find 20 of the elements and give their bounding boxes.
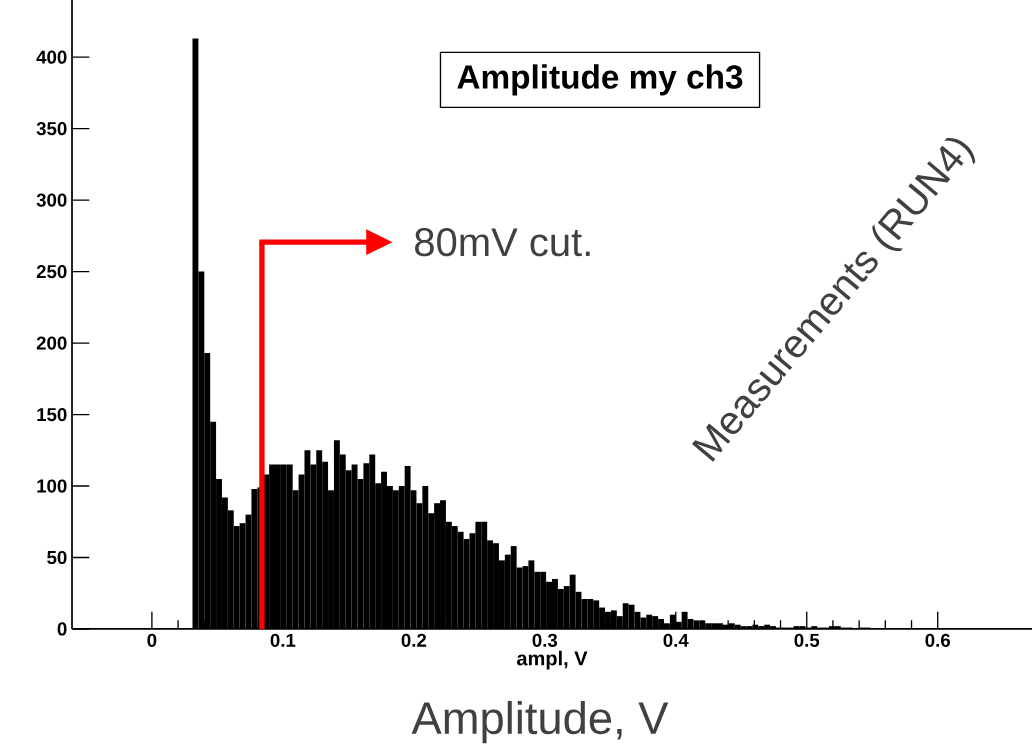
y-tick-label: 50: [47, 550, 67, 565]
y-tick-label: 100: [37, 479, 67, 493]
text: Amplitude my ch3: [457, 64, 743, 96]
y-tick-label: 350: [36, 122, 67, 136]
y-tick-label: 300: [36, 193, 67, 207]
x-tick-label: 0.3: [532, 633, 558, 647]
y-tick-label: 150: [37, 407, 67, 422]
ref-line-label: 80mV cut.: [415, 227, 590, 257]
y-tick-label: 250: [36, 264, 67, 279]
y-tick-label: 0: [57, 622, 67, 636]
x-tick-label: 0.2: [401, 633, 427, 647]
x-tick-label: 0.5: [794, 633, 820, 647]
y-tick-label: 400: [36, 50, 67, 64]
x-tick-label: 0.6: [925, 633, 951, 647]
x-tick-label: 0: [147, 633, 157, 647]
text: Amplitude, V: [411, 700, 669, 744]
x-tick-label: 0.4: [663, 633, 689, 647]
x-axis-title: ampl, V: [517, 650, 588, 670]
x-tick-label: 0.1: [270, 633, 296, 647]
y-tick-label: 200: [36, 336, 67, 350]
